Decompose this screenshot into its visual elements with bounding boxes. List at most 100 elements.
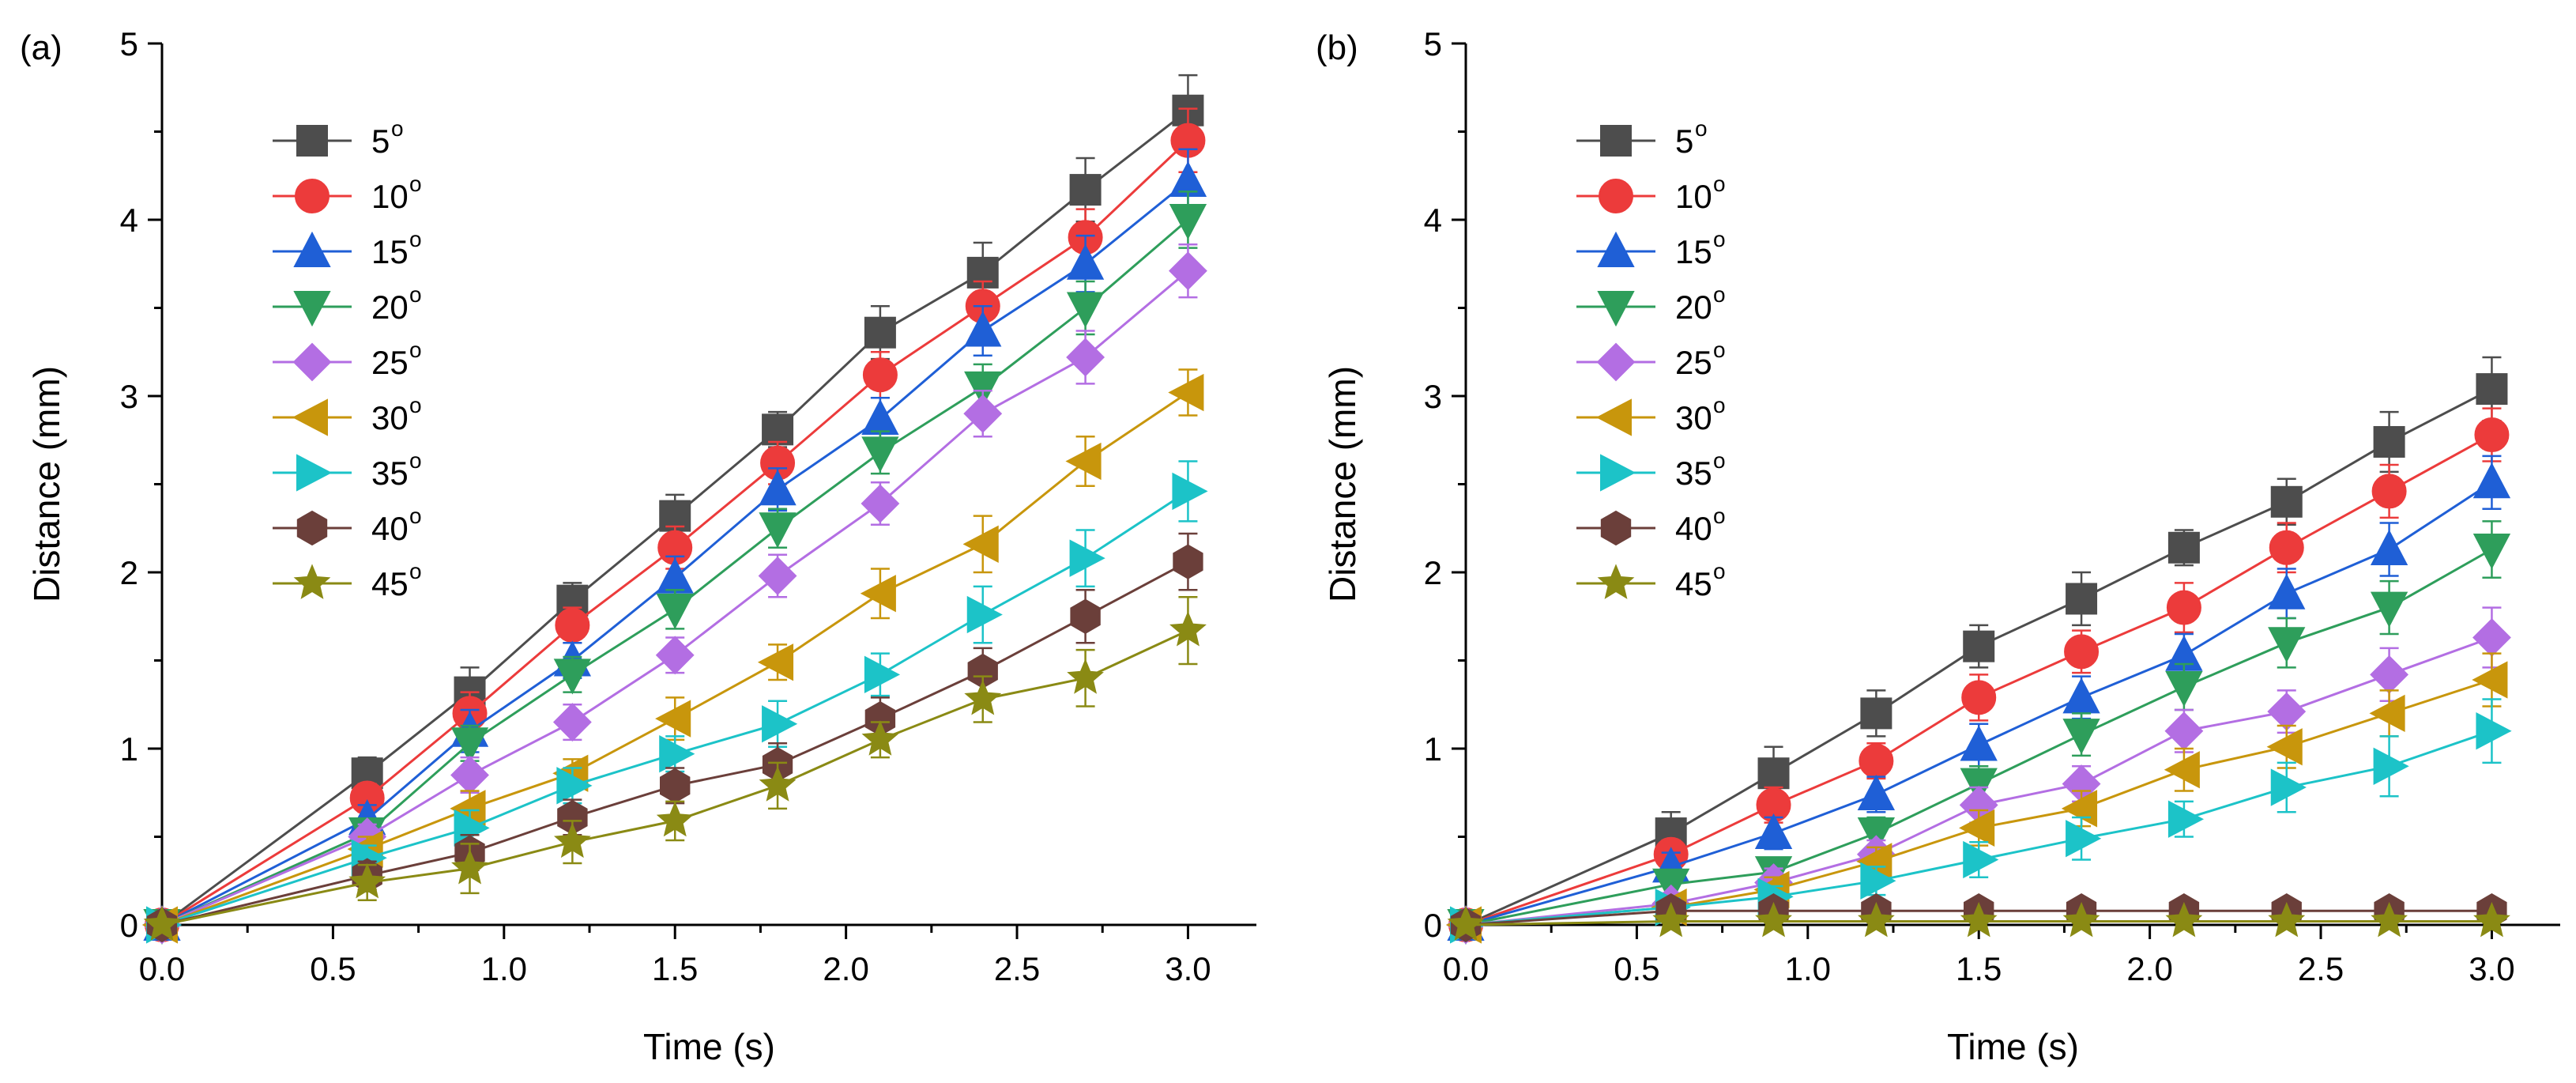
data-point [1757,757,1790,790]
y-tick-label: 3 [120,378,138,415]
data-point [2371,901,2408,938]
legend-label: 15 [371,233,409,270]
data-point [348,862,386,899]
data-point [2268,627,2306,663]
legend-label: 35 [1675,455,1712,492]
data-point [1169,204,1207,240]
series-line [1465,387,2493,926]
data-point [2164,711,2204,751]
degree-symbol: o [1713,448,1726,473]
legend-label: 10 [371,178,409,215]
data-point [2476,712,2512,750]
series-line [161,139,1189,926]
data-point [2269,530,2304,565]
x-tick-label: 3.0 [2469,950,2514,987]
x-axis-label: Time (s) [643,1026,775,1067]
x-tick-label: 2.0 [2126,950,2172,987]
degree-symbol: o [409,338,422,362]
x-tick-label: 1.0 [481,950,527,987]
data-point [555,607,590,643]
series-line [1465,481,2493,926]
data-point [758,557,797,595]
data-point [1069,174,1102,206]
data-point [1754,813,1793,850]
degree-symbol: o [409,282,422,307]
series-5-deg [1450,356,2508,941]
data-point [964,371,1002,408]
data-point [2266,728,2303,766]
data-point [2476,373,2508,406]
data-point [659,735,695,773]
legend-marker [293,231,331,267]
series-45-deg [143,595,1207,941]
data-point [552,703,592,741]
legend-marker [293,291,331,327]
data-point [861,720,899,756]
degree-symbol: o [1713,504,1726,528]
panel-label: (b) [1316,28,1358,67]
data-point [2373,425,2405,458]
legend-entry: 25 o [1576,338,1726,382]
data-point [757,643,794,681]
data-point [656,801,694,837]
data-point [1169,251,1207,291]
legend-marker [296,125,328,157]
y-tick-label: 2 [120,554,138,591]
data-point [864,655,901,693]
x-tick-label: 0.0 [1443,950,1489,987]
legend-label: 20 [371,289,409,326]
legend-label: 15 [1675,233,1712,270]
x-tick-label: 0.5 [1614,950,1659,987]
data-point [1860,862,1896,900]
data-point [2167,531,2200,564]
data-point [2472,462,2511,499]
data-point [2472,534,2511,570]
legend-marker [1597,564,1635,599]
legend-entry: 10 o [1576,172,1726,215]
data-point [554,822,591,858]
legend-entry: 20 o [273,282,422,327]
series-line [1465,920,2492,926]
y-tick-label: 0 [120,907,138,944]
data-point [2370,655,2409,694]
data-point [451,849,488,885]
legend-marker [1597,231,1635,267]
data-point [2165,670,2203,708]
data-point [1447,905,1485,941]
data-point [2066,820,2102,858]
legend-entry: 45 o [273,559,422,602]
data-point [2268,901,2306,938]
data-point [861,398,899,435]
data-point [2472,618,2511,657]
legend-entry: 30 o [1576,393,1726,436]
x-tick-label: 1.5 [1956,950,2002,987]
y-tick-label: 3 [1424,378,1442,415]
degree-symbol: o [1713,227,1726,251]
legend-entry: 25 o [273,338,422,382]
legend: 5 o10 o15 o20 o25 o30 o35 o40 o45 o [273,116,422,602]
data-point [1959,809,1995,847]
data-point [2370,529,2408,566]
y-axis-label: Distance (mm) [1322,366,1363,602]
data-point [1961,680,1997,715]
series-45-deg [1447,901,2510,941]
legend-marker [295,179,330,213]
data-point [450,756,489,794]
legend-marker [1600,510,1632,546]
legend-marker [1595,398,1632,436]
data-point [759,470,797,506]
legend-entry: 35 o [1576,448,1726,492]
legend-label: 30 [371,399,409,436]
series-line [1465,636,2492,926]
legend-marker [292,342,332,382]
data-point [655,700,691,738]
legend-label: 25 [1675,344,1712,381]
legend-entry: 20 o [1576,282,1726,327]
data-point [1066,338,1105,377]
data-point [2474,417,2510,453]
data-point [660,768,691,803]
legend-marker [293,564,331,599]
data-point [2270,485,2303,518]
